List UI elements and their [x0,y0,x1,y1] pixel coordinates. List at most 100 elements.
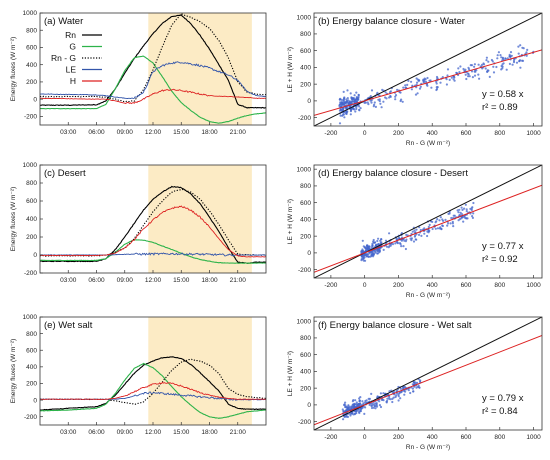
scatter-point [399,243,402,246]
scatter-panel-b: -200 -200 0 0 200 200 400 400 600 600 800 800 1000 10… [287,12,543,147]
series-line-le [40,61,266,99]
scatter-point [342,418,345,421]
scatter-point [345,98,348,101]
y-axis-label: LE + H (W m⁻²) [287,199,294,244]
y-tick-label: 200 [26,381,37,388]
legend-label: H [70,76,76,86]
scatter-point [341,408,344,411]
y-axis-label: Energy fluxes (W m⁻²) [10,187,17,251]
scatter-point [505,68,508,71]
scatter-point [508,62,511,65]
scatter-point [410,88,413,91]
y-tick-label: 0 [307,402,311,409]
x-tick-label: 600 [461,282,472,289]
r-squared: r² = 0.92 [482,254,518,265]
series-line-g [40,55,266,124]
scatter-point [448,78,451,81]
scatter-point [355,107,358,111]
series-line-g [40,362,266,419]
x-tick-label: 200 [393,130,404,137]
scatter-panel-f: -200 -200 0 0 200 200 400 400 600 600 800 800 1000 10… [287,316,543,451]
scatter-point [502,62,505,65]
y-tick-label: 800 [300,31,311,38]
scatter-point [430,86,433,89]
scatter-point [504,57,507,60]
timeseries-panel-a: -200 0 200 400 600 800 1000 03:00 06:00 09:00 12:0… [10,10,267,136]
scatter-point [358,109,361,112]
scatter-point [357,408,360,411]
scatter-point [363,256,366,259]
scatter-point [366,253,369,256]
scatter-point [434,227,437,230]
scatter-point [355,401,358,404]
scatter-point [346,408,349,411]
scatter-point [416,81,419,84]
scatter-point [353,403,356,406]
scatter-point [418,87,422,90]
scatter-point [385,400,388,403]
scatter-point [463,207,466,210]
scatter-point [407,79,410,82]
x-tick-label: 18:00 [201,277,218,284]
x-axis-label: Rn - G (W m⁻²) [406,292,450,299]
scatter-point [370,89,374,92]
scatter-point [338,122,342,125]
x-tick-label: -200 [324,282,337,289]
x-tick-label: 200 [393,434,404,441]
scatter-point [382,100,385,103]
scatter-point [462,67,465,71]
scatter-point [485,56,488,59]
scatter-point [450,76,453,79]
x-tick-label: 09:00 [117,129,134,136]
scatter-point [346,415,350,418]
x-tick-label: -200 [324,434,337,441]
scatter-point [464,73,467,76]
series-line-h [40,381,266,400]
scatter-point [466,72,470,75]
scatter-point [373,101,376,104]
series-line-le [40,252,266,257]
scatter-point [415,238,418,241]
scatter-point [396,88,399,91]
scatter-point [370,254,373,258]
scatter-point [468,68,471,71]
scatter-point [358,397,361,400]
x-tick-label: 06:00 [88,277,105,284]
scatter-point [347,103,351,106]
scatter-point [374,244,377,247]
scatter-point [399,397,402,400]
y-tick-label: 1000 [23,10,38,17]
scatter-point [451,222,454,225]
scatter-group [314,165,542,278]
scatter-point [354,412,357,415]
scatter-point [465,77,468,81]
scatter-point [465,210,468,213]
scatter-point [519,66,522,69]
scatter-point [346,100,349,103]
scatter-point [363,412,366,415]
scatter-point [428,223,431,226]
x-tick-label: 12:00 [145,129,162,136]
scatter-point [453,76,456,79]
scatter-point [365,399,368,402]
fit-equation: y = 0.77 x [482,241,524,252]
y-tick-label: 0 [307,250,311,257]
x-tick-label: 21:00 [230,429,247,436]
scatter-point [431,227,434,231]
scatter-point [397,399,400,402]
r-squared: r² = 0.89 [482,102,518,113]
scatter-point [463,69,466,72]
scatter-point [342,99,345,103]
scatter-point [370,101,373,104]
scatter-point [373,241,376,244]
scatter-point [368,403,371,406]
scatter-point [372,253,375,256]
scatter-point [370,250,373,253]
y-tick-label: 200 [26,79,37,86]
y-axis-label: LE + H (W m⁻²) [287,47,294,92]
x-tick-label: 21:00 [230,277,247,284]
scatter-point [471,76,474,79]
scatter-point [426,76,429,80]
scatter-point [427,225,430,229]
scatter-point [370,406,374,410]
